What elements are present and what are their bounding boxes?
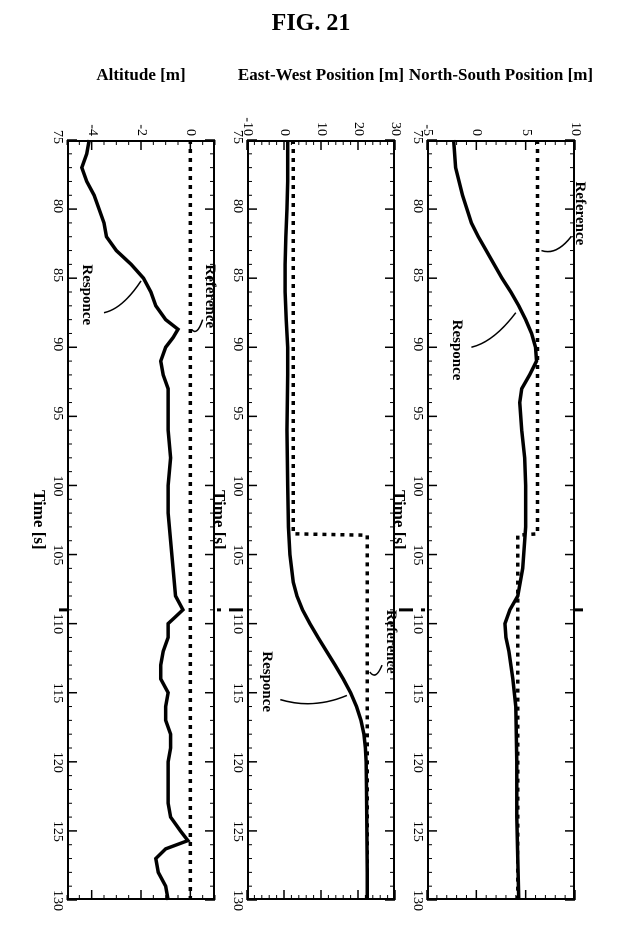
xtick-label: 80 — [49, 199, 65, 213]
annotation-ew-1: Responce — [258, 651, 275, 712]
ytick-label: -5 — [419, 112, 435, 136]
ytick-label: 10 — [567, 112, 583, 136]
ytick-label: 5 — [518, 112, 534, 136]
ylabel-ns: North-South Position [m] — [401, 65, 601, 85]
ylabel-ew: East-West Position [m] — [221, 65, 421, 85]
reference-line-ew — [293, 140, 367, 900]
ylabel-alt: Altitude [m] — [41, 65, 241, 85]
xtick-label: 90 — [49, 337, 65, 351]
annotation-ns-1: Responce — [448, 320, 465, 381]
xtick-label: 85 — [229, 268, 245, 282]
leader-line — [370, 665, 382, 675]
annotation-ns-0: Reference — [571, 181, 588, 245]
xtick-label: 105 — [49, 545, 65, 566]
xtick-label: 115 — [49, 683, 65, 703]
xtick-label: 110 — [49, 614, 65, 634]
xtick-label: 85 — [49, 268, 65, 282]
landscape-frame: North-South Position [m]Time [s]75808590… — [28, 55, 593, 925]
xlabel-alt: Time [s] — [29, 490, 49, 550]
xtick-label: 95 — [409, 406, 425, 420]
xtick-label: 130 — [229, 890, 245, 911]
figure-title: FIG. 21 — [0, 10, 622, 37]
leader-line — [471, 313, 515, 348]
response-line-alt — [82, 140, 188, 900]
xtick-label: 130 — [409, 890, 425, 911]
xtick-label: 125 — [229, 821, 245, 842]
ytick-label: 0 — [276, 112, 292, 136]
leader-line — [104, 281, 141, 313]
xtick-label: 95 — [229, 406, 245, 420]
xtick-label: 100 — [49, 475, 65, 496]
leader-line — [280, 695, 347, 703]
xtick-label: 85 — [409, 268, 425, 282]
ytick-label: 0 — [182, 112, 198, 136]
panel-svg-ew — [247, 140, 395, 900]
xtick-label: 90 — [409, 337, 425, 351]
xtick-label: 100 — [409, 475, 425, 496]
ytick-label: -10 — [239, 112, 255, 136]
xtick-label: 80 — [229, 199, 245, 213]
ytick-label: 10 — [313, 112, 329, 136]
xtick-label: 100 — [229, 475, 245, 496]
xtick-label: 130 — [49, 890, 65, 911]
xtick-label: 95 — [49, 406, 65, 420]
ytick-label: -4 — [84, 112, 100, 136]
leader-line — [541, 237, 571, 252]
xtick-label: 115 — [409, 683, 425, 703]
xtick-label: 125 — [49, 821, 65, 842]
reference-line-ns — [518, 140, 538, 900]
xtick-label: 90 — [229, 337, 245, 351]
xtick-label: 105 — [229, 545, 245, 566]
panel-svg-alt — [67, 140, 215, 900]
xtick-label: 105 — [409, 545, 425, 566]
annotation-alt-0: Reference — [201, 264, 218, 328]
xtick-label: 115 — [229, 683, 245, 703]
xtick-label: 120 — [49, 752, 65, 773]
ytick-label: 20 — [350, 112, 366, 136]
ytick-label: -2 — [133, 112, 149, 136]
xtick-label: 75 — [49, 130, 65, 144]
xtick-label: 120 — [409, 752, 425, 773]
panel-svg-ns — [427, 140, 575, 900]
annotation-alt-1: Responce — [78, 264, 95, 325]
xtick-label: 110 — [409, 614, 425, 634]
xtick-label: 125 — [409, 821, 425, 842]
ytick-label: 30 — [387, 112, 403, 136]
ytick-label: 0 — [468, 112, 484, 136]
xtick-label: 80 — [409, 199, 425, 213]
response-line-ns — [454, 140, 537, 900]
xtick-label: 110 — [229, 614, 245, 634]
annotation-ew-0: Reference — [382, 610, 399, 674]
response-line-ew — [285, 140, 367, 900]
xtick-label: 120 — [229, 752, 245, 773]
